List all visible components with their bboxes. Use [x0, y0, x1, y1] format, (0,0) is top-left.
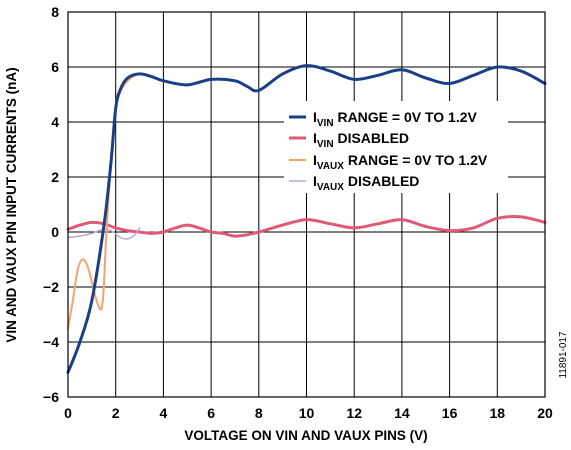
- y-tick-label: −2: [43, 279, 59, 295]
- x-tick-label: 6: [207, 405, 215, 421]
- plot-frame: [67, 11, 546, 398]
- x-tick-labels: 0 2 4 6 8 10 12 14 16 18 20: [64, 405, 553, 421]
- legend-box: [284, 101, 508, 193]
- x-tick-label: 0: [64, 405, 72, 421]
- y-tick-label: −6: [43, 389, 59, 405]
- y-tick-label: 6: [51, 59, 59, 75]
- x-tick-label: 12: [346, 405, 362, 421]
- x-tick-label: 20: [537, 405, 553, 421]
- legend-entry: IVAUX RANGE = 0V TO 1.2V: [313, 152, 488, 172]
- grid-lines: [67, 11, 546, 398]
- series-line-ivaux-range: [67, 74, 136, 330]
- y-axis-label: VIN AND VAUX PIN INPUT CURRENTS (nA): [4, 67, 19, 342]
- series-line-ivin-range: [66, 64, 547, 374]
- figure-id: 11891-017: [558, 331, 569, 379]
- x-tick-label: 10: [299, 405, 315, 421]
- x-tick-label: 8: [255, 405, 263, 421]
- x-tick-label: 18: [490, 405, 506, 421]
- y-tick-labels: −6 −4 −2 0 2 4 6 8: [43, 4, 59, 405]
- y-tick-label: 0: [51, 224, 59, 240]
- y-tick-label: −4: [43, 334, 59, 350]
- legend-entry: IVAUX DISABLED: [313, 173, 419, 193]
- x-tick-label: 14: [394, 405, 410, 421]
- legend-entry: IVIN RANGE = 0V TO 1.2V: [313, 109, 478, 129]
- x-tick-label: 16: [442, 405, 458, 421]
- series-line-ivin-disabled: [66, 215, 547, 238]
- y-tick-label: 4: [51, 114, 59, 130]
- y-tick-label: 8: [51, 4, 59, 20]
- x-axis-label: VOLTAGE ON VIN AND VAUX PINS (V): [184, 428, 427, 443]
- x-tick-label: 2: [112, 405, 120, 421]
- legend-entry: IVIN DISABLED: [313, 130, 409, 150]
- y-tick-label: 2: [51, 169, 59, 185]
- series-lines: [66, 64, 547, 374]
- x-tick-label: 4: [160, 405, 168, 421]
- series-line-ivaux-disabled: [67, 227, 141, 240]
